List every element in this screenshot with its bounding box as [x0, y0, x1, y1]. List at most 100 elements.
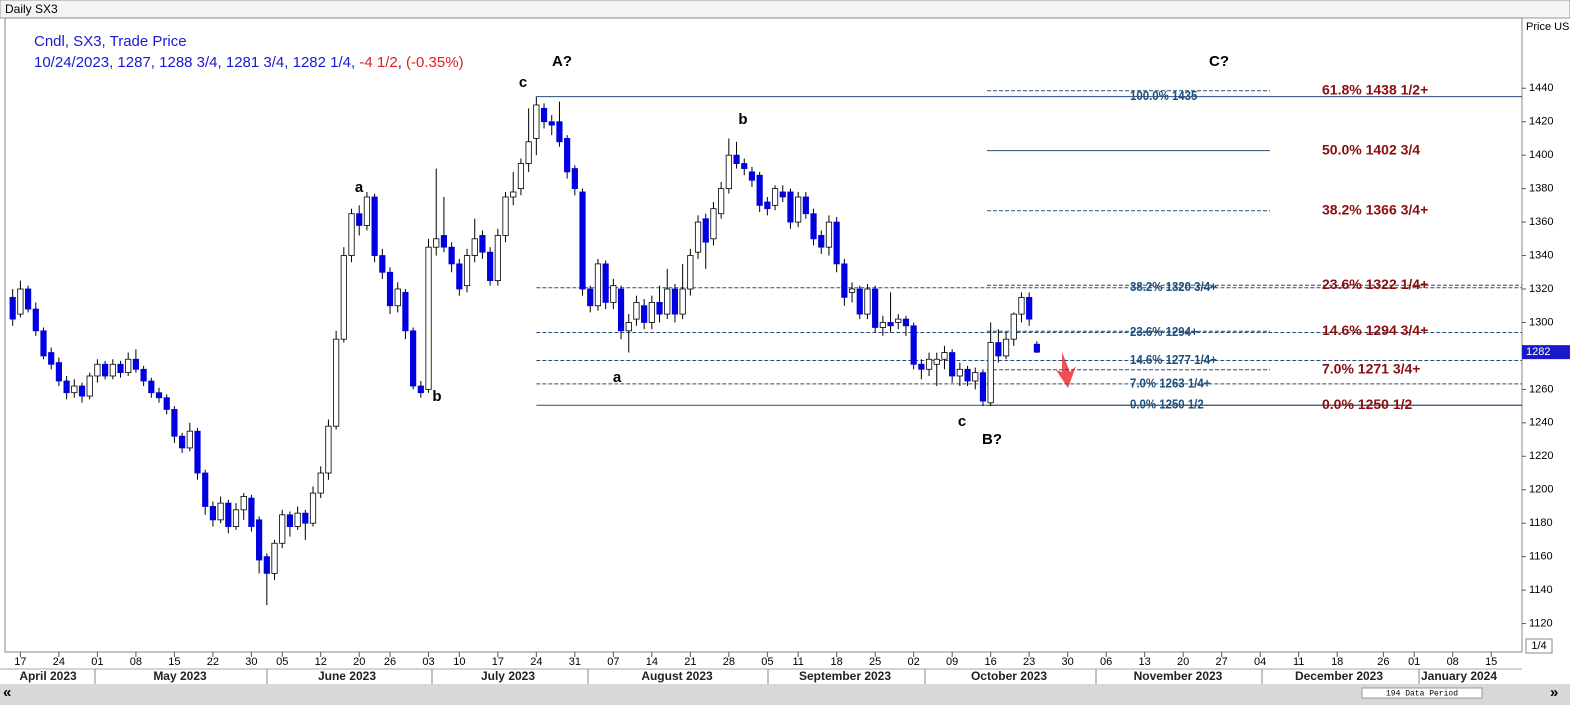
x-tick-label: 30: [1062, 656, 1074, 668]
candle-body: [525, 141, 532, 164]
candle-body: [771, 188, 779, 206]
candle-body: [872, 288, 879, 328]
x-tick-label: 09: [946, 656, 958, 668]
candle-body: [317, 472, 324, 494]
candle-body: [887, 322, 894, 327]
month-label: October 2023: [971, 669, 1047, 683]
x-tick-label: 17: [14, 656, 26, 668]
x-tick-label: 31: [569, 656, 581, 668]
candle-body: [979, 372, 987, 402]
candle-body: [972, 372, 979, 382]
candle-body: [818, 235, 825, 248]
x-tick-label: 01: [91, 656, 103, 668]
candle-body: [848, 288, 856, 293]
candle-body: [209, 506, 217, 521]
candle-body: [833, 221, 840, 265]
candle-body: [25, 288, 32, 310]
fib-label: 7.0% 1271 3/4+: [1322, 360, 1420, 376]
candle-body: [540, 107, 548, 123]
candle-body: [949, 352, 956, 377]
candle-body: [594, 263, 602, 307]
fib-label: 14.6% 1294 3/4+: [1322, 322, 1428, 338]
candle-body: [225, 502, 232, 527]
candle-body: [179, 435, 186, 449]
wave-label: A?: [552, 53, 572, 70]
candle-body: [356, 213, 363, 226]
candle-body: [571, 168, 578, 190]
candle-body: [787, 191, 794, 223]
candle-body: [856, 288, 863, 315]
data-period: 194 Data Period: [1386, 690, 1458, 699]
y-tick-label: 1200: [1529, 484, 1553, 496]
x-tick-label: 23: [1023, 656, 1035, 668]
header-change: -4 1/2: [359, 54, 397, 71]
candle-body: [902, 318, 910, 327]
fib-label: 23.6% 1322 1/4+: [1322, 276, 1428, 292]
x-tick-label: 08: [1447, 656, 1459, 668]
candle-body: [656, 301, 663, 315]
candle-body: [664, 288, 671, 315]
x-tick-label: 14: [646, 656, 658, 668]
candle-body: [386, 271, 394, 307]
candle-body: [741, 163, 748, 169]
fib-label: 100.0% 1435: [1130, 88, 1198, 103]
candle-body: [748, 171, 756, 181]
y-tick-label: 1400: [1529, 149, 1553, 161]
y-tick-label: 1120: [1529, 617, 1553, 629]
candle-body: [102, 363, 109, 377]
x-tick-label: 15: [1485, 656, 1497, 668]
x-tick-label: 15: [168, 656, 180, 668]
month-label: January 2024: [1421, 669, 1497, 683]
x-tick-label: 03: [422, 656, 434, 668]
y-tick-label: 1300: [1529, 316, 1553, 328]
header-close: 1282 1/4: [293, 54, 351, 71]
x-tick-label: 13: [1139, 656, 1151, 668]
candle-body: [302, 512, 309, 524]
scroll-left[interactable]: «: [3, 684, 11, 701]
month-label: June 2023: [318, 669, 376, 683]
month-label: September 2023: [799, 669, 891, 683]
candle-body: [671, 288, 679, 315]
x-tick-label: 24: [530, 656, 542, 668]
candle-body: [718, 188, 725, 215]
candle-body: [32, 308, 39, 332]
candle-body: [533, 104, 540, 139]
header-open: 1287: [117, 54, 150, 71]
last-price-marker: [1522, 345, 1570, 360]
period-box: [1361, 687, 1483, 699]
x-tick-label: 11: [1293, 656, 1304, 668]
candle-body: [232, 509, 240, 527]
header-line1: Cndl, SX3, Trade Price: [34, 33, 187, 50]
candle-body: [687, 255, 694, 290]
fib-label: 50.0% 1402 3/4: [1322, 141, 1420, 157]
candle-body: [248, 497, 255, 527]
candle-body: [240, 496, 247, 511]
x-tick-label: 16: [985, 656, 997, 668]
page-box[interactable]: [1525, 638, 1553, 654]
y-tick-label: 1360: [1529, 216, 1553, 228]
wave-label: C?: [1209, 53, 1229, 70]
candle-body: [925, 358, 933, 370]
x-tick-label: 26: [384, 656, 396, 668]
scroll-right[interactable]: »: [1550, 684, 1558, 701]
candle-body: [879, 322, 886, 328]
candle-body: [40, 330, 47, 357]
candle-body: [956, 368, 963, 377]
candle-body: [333, 338, 340, 427]
candle-body: [186, 430, 193, 449]
candle-body: [263, 556, 270, 574]
candle-body: [394, 288, 401, 307]
candle-body: [410, 330, 417, 387]
candle-body: [517, 163, 525, 190]
candle-body: [487, 251, 494, 282]
y-tick-label: 1380: [1529, 183, 1553, 195]
y-tick-label: 1160: [1529, 551, 1553, 563]
candle-body: [17, 288, 24, 315]
x-tick-label: 11: [792, 656, 803, 668]
candle-body: [502, 196, 509, 236]
x-tick-label: 12: [315, 656, 327, 668]
x-tick-label: 05: [761, 656, 773, 668]
fib-label: 38.2% 1366 3/4+: [1322, 201, 1428, 217]
